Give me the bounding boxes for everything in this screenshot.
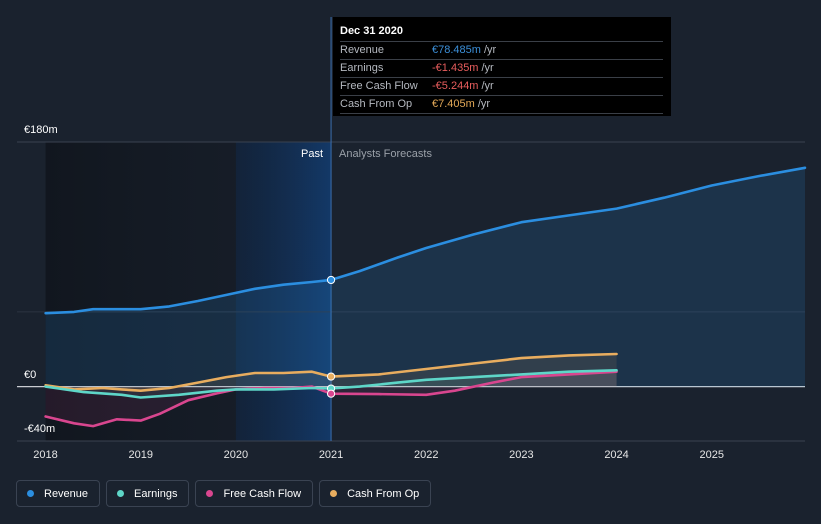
tooltip-row-earnings: Earnings -€1.435m/yr bbox=[340, 60, 663, 78]
tooltip-unit: /yr bbox=[477, 98, 491, 110]
tooltip-value: €7.405m bbox=[432, 98, 475, 110]
legend-label: Revenue bbox=[44, 487, 89, 500]
legend-item-revenue[interactable]: Revenue bbox=[16, 480, 101, 507]
series-area bbox=[45, 167, 806, 387]
series-area bbox=[45, 354, 617, 391]
tooltip-row-cash-from-op: Cash From Op €7.405m/yr bbox=[340, 96, 663, 114]
legend-item-free-cash-flow[interactable]: Free Cash Flow bbox=[195, 480, 314, 507]
legend-item-cash-from-op[interactable]: Cash From Op bbox=[319, 480, 432, 507]
data-point bbox=[326, 389, 336, 398]
past-label: Past bbox=[301, 148, 323, 160]
x-tick-label: 2023 bbox=[509, 449, 533, 461]
tooltip-value: -€1.435m bbox=[432, 62, 479, 74]
tooltip-value: €78.485m bbox=[432, 44, 481, 56]
legend-item-earnings[interactable]: Earnings bbox=[106, 480, 190, 507]
x-tick-label: 2018 bbox=[33, 449, 57, 461]
legend-dot-icon bbox=[27, 490, 34, 497]
tooltip-label: Earnings bbox=[340, 62, 384, 74]
y-tick-label: -€40m bbox=[24, 423, 55, 435]
legend: Revenue Earnings Free Cash Flow Cash Fro… bbox=[16, 480, 432, 509]
tooltip-value-row: -€5.244m/yr bbox=[432, 78, 494, 94]
legend-dot-icon bbox=[117, 490, 125, 497]
chart: €180m €0 -€40m 2018 2019 2020 2021 2022 2023 2024… bbox=[17, 17, 807, 461]
legend-dot-icon bbox=[206, 490, 214, 497]
y-tick-label: €180m bbox=[24, 124, 58, 136]
legend-label: Cash From Op bbox=[347, 487, 420, 500]
tooltip-row-free-cash-flow: Free Cash Flow -€5.244m/yr bbox=[340, 78, 663, 96]
x-tick-label: 2019 bbox=[128, 449, 152, 461]
series-line bbox=[44, 369, 618, 399]
tooltip-value: -€5.244m bbox=[432, 80, 479, 92]
tooltip-unit: /yr bbox=[481, 62, 494, 74]
tooltip-value-row: €7.405m/yr bbox=[432, 96, 490, 112]
tooltip-label: Revenue bbox=[340, 44, 385, 56]
x-tick-label: 2020 bbox=[224, 449, 248, 461]
x-tick-label: 2025 bbox=[699, 449, 723, 461]
legend-label: Earnings bbox=[134, 487, 178, 500]
tooltip-label: Cash From Op bbox=[340, 98, 413, 110]
highlight-band bbox=[235, 142, 332, 441]
tooltip-date: Dec 31 2020 bbox=[340, 23, 663, 42]
legend-dot-icon bbox=[330, 490, 338, 497]
tooltip-label: Free Cash Flow bbox=[340, 80, 418, 92]
tooltip-row-revenue: Revenue €78.485m/yr bbox=[340, 42, 663, 60]
legend-label: Free Cash Flow bbox=[223, 487, 302, 500]
tooltip-value-row: -€1.435m/yr bbox=[432, 60, 494, 76]
x-tick-label: 2022 bbox=[414, 449, 438, 461]
series-area bbox=[45, 371, 617, 427]
x-tick-label: 2021 bbox=[319, 449, 343, 461]
series-line bbox=[44, 352, 618, 392]
tooltip-value-row: €78.485m/yr bbox=[432, 42, 496, 58]
data-point bbox=[326, 275, 336, 285]
tooltip-unit: /yr bbox=[483, 44, 497, 56]
x-tick-label: 2024 bbox=[604, 449, 628, 461]
tooltip-unit: /yr bbox=[481, 80, 494, 92]
tooltip: Dec 31 2020 Revenue €78.485m/yr Earnings… bbox=[333, 17, 671, 116]
y-tick-label: €0 bbox=[24, 369, 36, 381]
forecast-label: Analysts Forecasts bbox=[339, 148, 432, 160]
data-point bbox=[326, 372, 336, 381]
